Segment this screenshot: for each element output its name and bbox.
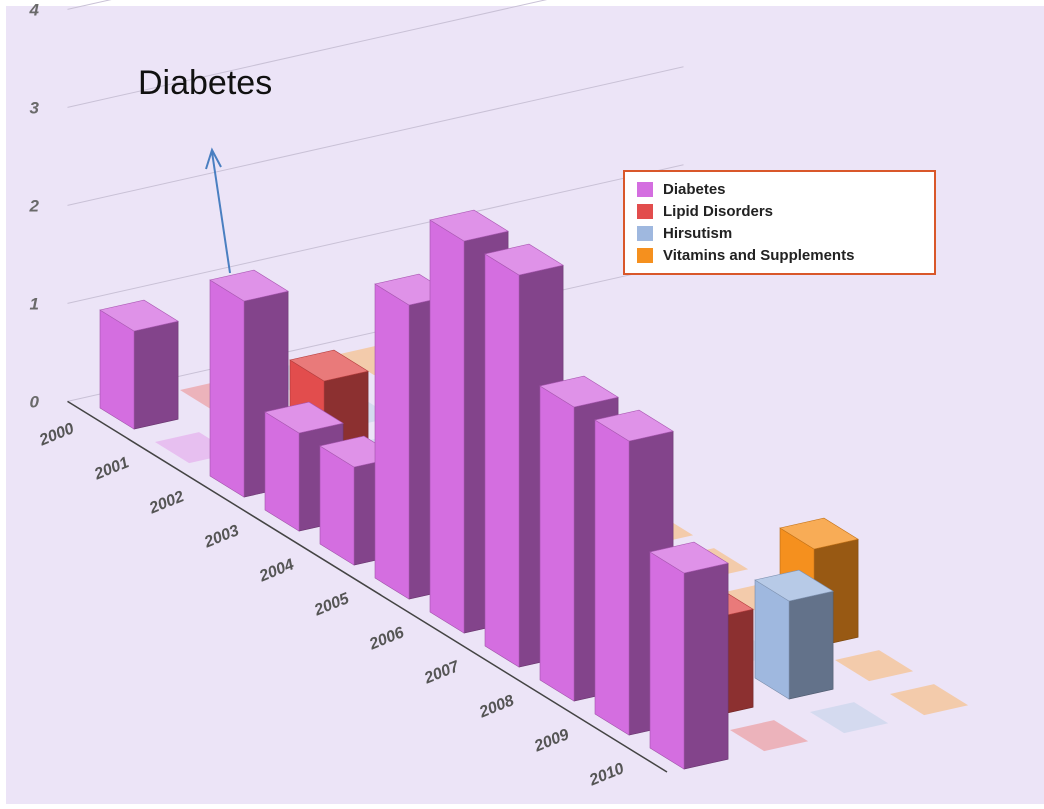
gridline (67, 66, 684, 206)
x-tick-label: 2001 (91, 454, 131, 484)
x-axis-line (67, 400, 668, 773)
bar-top (649, 541, 729, 574)
bar-top (289, 349, 369, 382)
legend-item-lipid-disorders: Lipid Disorders (637, 202, 773, 220)
annotation-label: Diabetes (138, 64, 272, 102)
legend-swatch (637, 203, 653, 219)
bar-front (484, 253, 520, 668)
x-tick-label: 2007 (421, 658, 462, 688)
bar-top (429, 209, 509, 242)
legend-item-diabetes: Diabetes (637, 180, 726, 198)
bar-top (484, 243, 564, 276)
bar-top (594, 409, 674, 442)
x-tick-label: 2006 (366, 624, 406, 654)
bar (99, 299, 179, 430)
x-tick-label: 2005 (311, 590, 352, 620)
bar-front (539, 385, 575, 702)
bar-side (683, 562, 729, 770)
x-tick-label: 2003 (201, 522, 241, 552)
y-tick-label: 2 (29, 196, 40, 215)
legend-label: Hirsutism (663, 224, 733, 242)
bar-front (209, 279, 245, 498)
gridline (67, 0, 548, 108)
bar-top (779, 517, 859, 550)
bar-zero-tile (890, 684, 969, 716)
bar-front (429, 219, 465, 634)
bar-front (649, 551, 685, 770)
legend-item-vitamins-and-supplements: Vitamins and Supplements (637, 246, 854, 264)
annotation-arrow (211, 151, 231, 274)
gridline (67, 0, 112, 10)
annotation-arrow-head (205, 147, 222, 170)
legend-label: Vitamins and Supplements (663, 246, 855, 264)
bar-zero-tile (810, 702, 889, 734)
x-tick-label: 2008 (476, 692, 516, 722)
bar-side (133, 320, 179, 430)
x-tick-label: 2004 (256, 556, 296, 586)
legend-swatch (637, 225, 653, 241)
legend-swatch (637, 247, 653, 263)
annotation-layer: Diabetes (138, 64, 272, 274)
gridline (67, 164, 684, 304)
x-tick-label: 2009 (531, 726, 571, 756)
x-tick-label: 2010 (586, 760, 626, 790)
bar-side (788, 590, 834, 700)
bar-top (99, 299, 179, 332)
y-tick-label: 1 (30, 294, 39, 313)
bar-zero-tile (835, 650, 914, 682)
bar (754, 569, 834, 700)
bar-top (209, 269, 289, 302)
chart-legend: Diabetes Lipid Disorders Hirsutism Vitam… (623, 170, 936, 275)
y-tick-label: 0 (30, 392, 40, 411)
y-tick-label: 3 (30, 98, 40, 117)
legend-item-hirsutism: Hirsutism (637, 224, 732, 242)
y-tick-label: 4 (29, 0, 40, 19)
x-tick-label: 2002 (146, 488, 186, 518)
bars (99, 209, 969, 770)
bar (209, 269, 289, 498)
bar-top (264, 401, 344, 434)
bar-top (754, 569, 834, 602)
bar-top (539, 375, 619, 408)
bar (649, 541, 729, 770)
legend-label: Lipid Disorders (663, 202, 774, 220)
bar-zero-tile (730, 720, 809, 752)
bar-front (594, 419, 630, 736)
bar-front (374, 283, 410, 600)
x-tick-label: 2000 (36, 420, 76, 450)
legend-swatch (637, 181, 653, 197)
legend-label: Diabetes (663, 180, 726, 198)
